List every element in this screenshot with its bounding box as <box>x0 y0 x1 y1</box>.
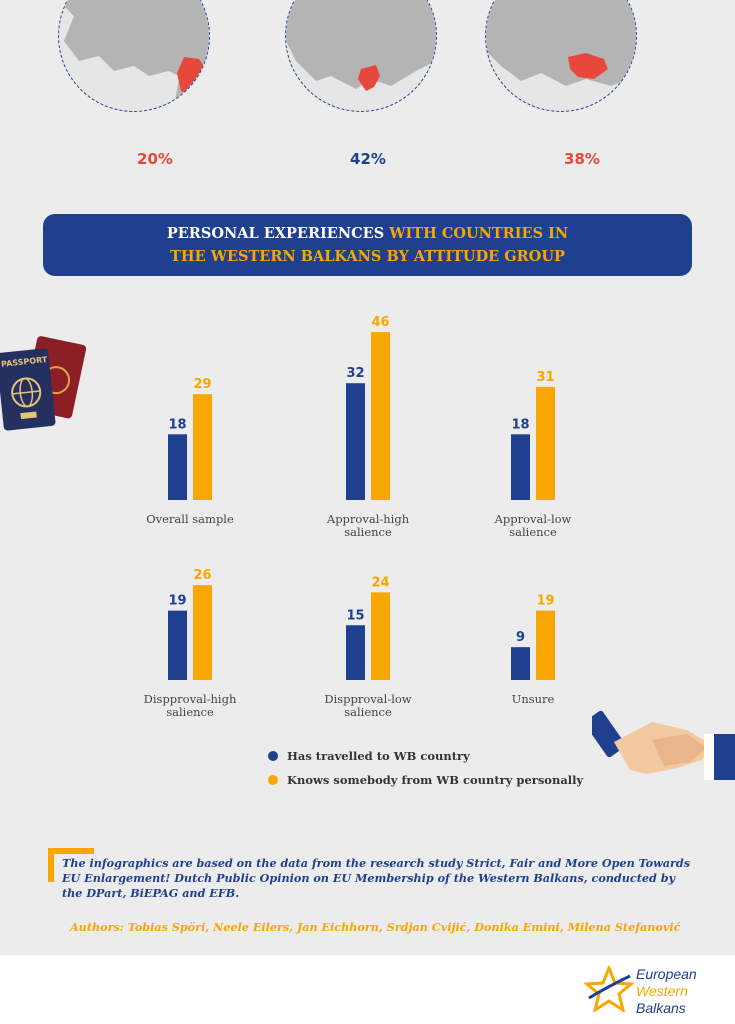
category-label-3: salience <box>166 705 214 719</box>
logo-line1: European <box>636 966 697 982</box>
bar-knows-1 <box>371 332 390 500</box>
map-percent-1: 20% <box>137 150 173 168</box>
legend-item-2: Knows somebody from WB country personall… <box>268 773 583 787</box>
map-percent-2: 42% <box>350 150 386 168</box>
category-label-2: salience <box>509 525 557 539</box>
bar-travelled-3 <box>168 610 187 680</box>
note-bracket-side <box>48 848 54 882</box>
data-label-travelled-0: 18 <box>168 417 186 432</box>
category-label-5: Unsure <box>512 692 555 706</box>
europe-map-icon <box>59 0 209 106</box>
banner-part2: WITH COUNTRIES IN <box>384 225 569 242</box>
legend-label-1: Has travelled to WB country <box>287 749 470 763</box>
category-label-4: salience <box>344 705 392 719</box>
map-circle-3 <box>485 0 637 112</box>
logo-text: European Western Balkans <box>636 966 697 1017</box>
europe-map-icon <box>286 0 436 91</box>
bar-travelled-2 <box>511 434 530 500</box>
data-label-knows-1: 46 <box>371 315 389 330</box>
banner-part3: THE WESTERN BALKANS BY ATTITUDE GROUP <box>170 248 565 265</box>
category-label-2: Approval-low <box>494 512 572 526</box>
data-label-knows-4: 24 <box>371 575 389 590</box>
bar-knows-2 <box>536 386 555 500</box>
region-highlight <box>358 65 380 91</box>
banner-part1: PERSONAL EXPERIENCES <box>166 225 385 242</box>
logo-line3: Balkans <box>636 1000 686 1016</box>
category-label-1: Approval-high <box>326 512 410 526</box>
region-highlight <box>568 53 608 79</box>
category-label-1: salience <box>344 525 392 539</box>
bar-travelled-4 <box>346 625 365 680</box>
data-label-travelled-2: 18 <box>511 417 529 432</box>
bar-travelled-1 <box>346 383 365 500</box>
europe-map-icon <box>486 0 636 86</box>
category-label-0: Overall sample <box>146 512 234 526</box>
legend-dot <box>268 775 278 785</box>
passport-icon: PASSPORT <box>0 336 87 431</box>
bar-knows-4 <box>371 592 390 680</box>
map-percent-3: 38% <box>564 150 600 168</box>
data-label-travelled-5: 9 <box>516 630 525 645</box>
category-label-4: Dispproval-low <box>324 692 411 706</box>
logo-line2: Western <box>636 983 688 999</box>
legend-dot <box>268 751 278 761</box>
bar-travelled-0 <box>168 434 187 500</box>
map-circle-1 <box>58 0 210 112</box>
handshake-icon <box>592 710 735 780</box>
category-label-3: Dispproval-high <box>144 692 237 706</box>
legend-item-1: Has travelled to WB country <box>268 749 470 763</box>
legend-label-2: Knows somebody from WB country personall… <box>287 773 584 787</box>
data-label-knows-0: 29 <box>193 377 211 392</box>
bar-knows-0 <box>193 394 212 500</box>
bar-knows-3 <box>193 585 212 680</box>
data-label-travelled-4: 15 <box>346 608 364 623</box>
data-label-travelled-1: 32 <box>346 366 364 381</box>
region-highlight <box>177 57 207 99</box>
data-label-travelled-3: 19 <box>168 594 186 609</box>
bar-travelled-5 <box>511 647 530 680</box>
note-bracket-top <box>48 848 94 854</box>
data-label-knows-2: 31 <box>536 370 554 385</box>
section-title-banner: PERSONAL EXPERIENCES WITH COUNTRIES IN T… <box>43 214 692 276</box>
source-note: The infographics are based on the data f… <box>62 856 691 900</box>
authors-line: Authors: Tobias Spöri, Neele Eilers, Jan… <box>70 920 681 934</box>
bar-knows-5 <box>536 610 555 680</box>
map-circle-2 <box>285 0 437 112</box>
data-label-knows-3: 26 <box>193 568 211 583</box>
data-label-knows-5: 19 <box>536 594 554 609</box>
logo-star-icon <box>584 966 634 1012</box>
footer <box>0 955 735 1024</box>
